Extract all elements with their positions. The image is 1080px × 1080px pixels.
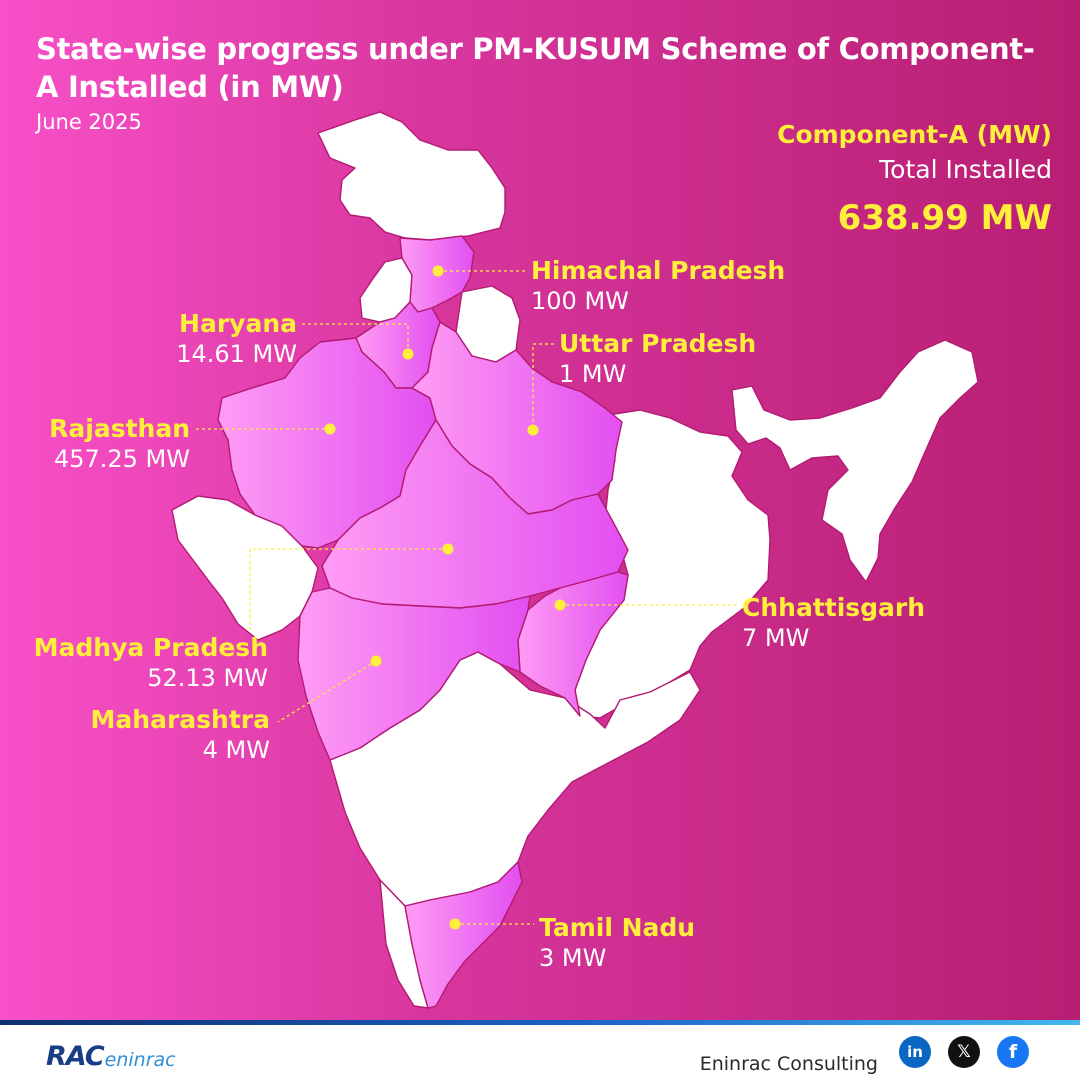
linkedin-icon[interactable]: in <box>899 1036 931 1068</box>
total-label: Component-A (MW) <box>777 120 1052 149</box>
logo-eninrac-text: eninrac <box>104 1049 176 1071</box>
leader-uttar-pradesh <box>532 343 554 430</box>
marker-madhya-pradesh <box>442 543 454 555</box>
marker-maharashtra <box>370 655 382 667</box>
brand-name: Eninrac Consulting <box>699 1053 878 1075</box>
facebook-icon[interactable]: f <box>997 1036 1029 1068</box>
marker-uttar-pradesh <box>527 424 539 436</box>
state-value: 100 MW <box>531 287 629 315</box>
state-name: Rajasthan <box>49 414 190 443</box>
state-name: Chhattisgarh <box>742 593 926 622</box>
state-value: 1 MW <box>559 360 627 388</box>
page-title: State-wise progress under PM-KUSUM Schem… <box>36 32 1035 104</box>
state-value: 52.13 MW <box>147 664 268 692</box>
state-name: Himachal Pradesh <box>531 256 786 285</box>
state-value: 14.61 MW <box>176 340 297 368</box>
marker-himachal-pradesh <box>432 265 444 277</box>
state-value: 457.25 MW <box>53 445 190 473</box>
label-chhattisgarh: Chhattisgarh 7 MW <box>742 592 925 654</box>
label-uttar-pradesh: Uttar Pradesh 1 MW <box>559 328 756 390</box>
logo-rac-text: RAC <box>46 1041 105 1072</box>
footer: RAC eninrac Eninrac Consulting <box>0 1020 1080 1080</box>
leader-haryana <box>302 323 409 354</box>
state-value: 4 MW <box>202 736 270 764</box>
leader-madhya-pradesh <box>249 548 448 630</box>
marker-tamil-nadu <box>449 918 461 930</box>
total-value: 638.99 MW <box>837 198 1052 238</box>
x-icon[interactable]: 𝕏 <box>948 1036 980 1068</box>
label-himachal-pradesh: Himachal Pradesh 100 MW <box>531 255 785 317</box>
state-value: 3 MW <box>539 944 607 972</box>
maharashtra-state <box>297 587 531 761</box>
page-date: June 2025 <box>36 110 142 134</box>
state-markers <box>324 265 566 930</box>
leader-lines <box>196 270 738 925</box>
marker-rajasthan <box>324 423 336 435</box>
state-name: Maharashtra <box>90 705 270 734</box>
state-name: Tamil Nadu <box>539 913 696 942</box>
label-haryana: Haryana 14.61 MW <box>176 308 297 370</box>
state-name: Haryana <box>179 309 297 338</box>
eninrac-logo[interactable]: RAC eninrac <box>46 1036 176 1072</box>
east-region <box>574 409 771 719</box>
state-name: Madhya Pradesh <box>33 633 268 662</box>
total-sublabel: Total Installed <box>879 155 1052 184</box>
label-tamil-nadu: Tamil Nadu 3 MW <box>539 912 695 974</box>
label-madhya-pradesh: Madhya Pradesh 52.13 MW <box>34 632 268 694</box>
jammu-kashmir-region <box>317 111 506 241</box>
state-name: Uttar Pradesh <box>559 329 757 358</box>
label-maharashtra: Maharashtra 4 MW <box>91 704 270 766</box>
tamil-nadu-state <box>404 861 523 1009</box>
marker-chhattisgarh <box>554 599 566 611</box>
total-summary: Component-A (MW) Total Installed 638.99 … <box>777 118 1052 244</box>
leader-maharashtra <box>277 660 377 723</box>
northeast-region <box>731 339 979 583</box>
footer-accent-bar <box>0 1020 1080 1025</box>
label-rajasthan: Rajasthan 457.25 MW <box>49 413 190 475</box>
state-value: 7 MW <box>742 624 810 652</box>
marker-haryana <box>402 348 414 360</box>
